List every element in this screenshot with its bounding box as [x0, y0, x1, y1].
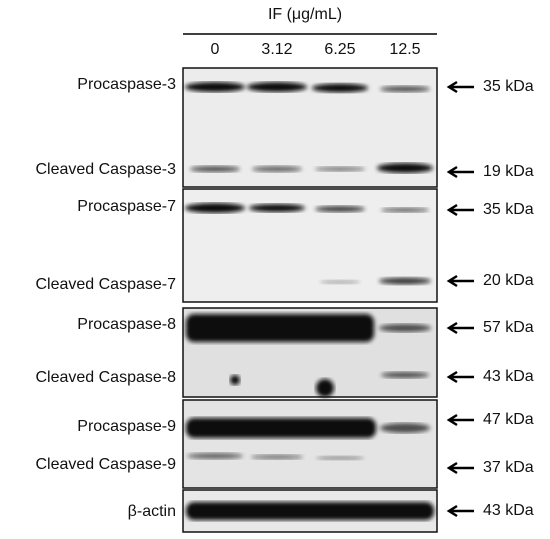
treatment-title: IF (μg/mL) [268, 6, 342, 23]
arrow [446, 461, 474, 475]
size-label: 19 kDa [483, 163, 534, 180]
arrow [446, 274, 474, 288]
lane-label: 6.25 [324, 41, 355, 58]
lane-label: 12.5 [389, 41, 420, 58]
arrow [446, 80, 474, 94]
arrow [446, 370, 474, 384]
protein-label: Cleaved Caspase-9 [35, 456, 176, 473]
blot-panel [182, 307, 438, 398]
arrow [446, 165, 474, 179]
arrow [446, 504, 474, 518]
protein-label: Procaspase-7 [77, 198, 176, 215]
size-label: 20 kDa [483, 272, 534, 289]
size-label: 35 kDa [483, 78, 534, 95]
protein-label: Procaspase-8 [77, 316, 176, 333]
size-label: 37 kDa [483, 459, 534, 476]
protein-label: Cleaved Caspase-3 [35, 161, 176, 178]
size-label: 43 kDa [483, 368, 534, 385]
arrow [446, 203, 474, 217]
lane-label: 3.12 [261, 41, 292, 58]
protein-label: Procaspase-9 [77, 418, 176, 435]
blot-panel [182, 489, 438, 533]
size-label: 57 kDa [483, 319, 534, 336]
protein-label: Cleaved Caspase-8 [35, 369, 176, 386]
size-label: 43 kDa [483, 502, 534, 519]
lane-label: 0 [211, 41, 220, 58]
protein-label: Procaspase-3 [77, 76, 176, 93]
arrow [446, 413, 474, 427]
arrow [446, 321, 474, 335]
protein-label: β-actin [128, 503, 176, 520]
protein-label: Cleaved Caspase-7 [35, 276, 176, 293]
blot-panel [182, 399, 438, 489]
blot-panel [182, 67, 438, 188]
size-label: 35 kDa [483, 201, 534, 218]
size-label: 47 kDa [483, 411, 534, 428]
blot-panel [182, 188, 438, 303]
